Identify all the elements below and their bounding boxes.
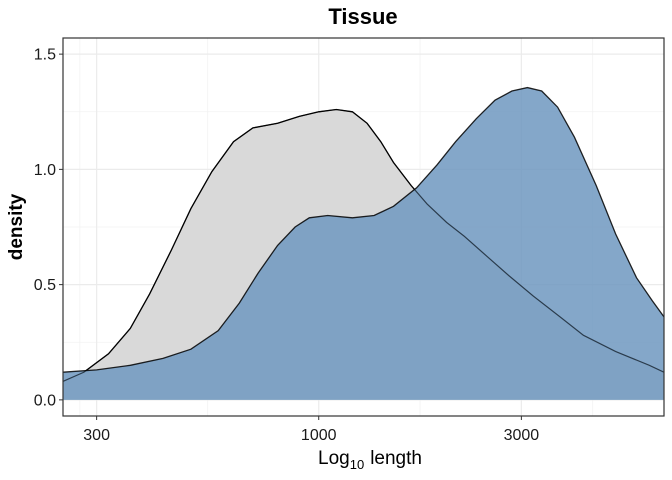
x-tick-label: 300 [83,427,110,444]
y-tick-label: 1.5 [34,47,56,64]
x-axis-title-rest: length [370,448,422,469]
x-axis-title: Log10 length [318,448,422,472]
x-axis-title-subscript: 10 [350,457,364,472]
x-tick-label: 1000 [301,427,337,444]
x-axis-title-main: Log [318,448,350,469]
y-tick-label: 0.5 [34,277,56,294]
y-axis: 0.0 0.5 1.0 1.5 [34,47,63,409]
panel-border [62,37,665,417]
y-tick-label: 0.0 [34,392,56,409]
series-layer [62,86,665,400]
density-area-2 [63,87,664,400]
y-axis-title: density [6,193,27,260]
density-outline-1-overlay [62,108,665,382]
plot-panel [62,37,665,417]
x-axis: 300 1000 3000 [83,416,539,444]
chart-title: Tissue [328,4,397,29]
density-outline-2 [62,86,665,373]
x-tick-label: 3000 [504,427,540,444]
y-tick-label: 1.0 [34,162,56,179]
